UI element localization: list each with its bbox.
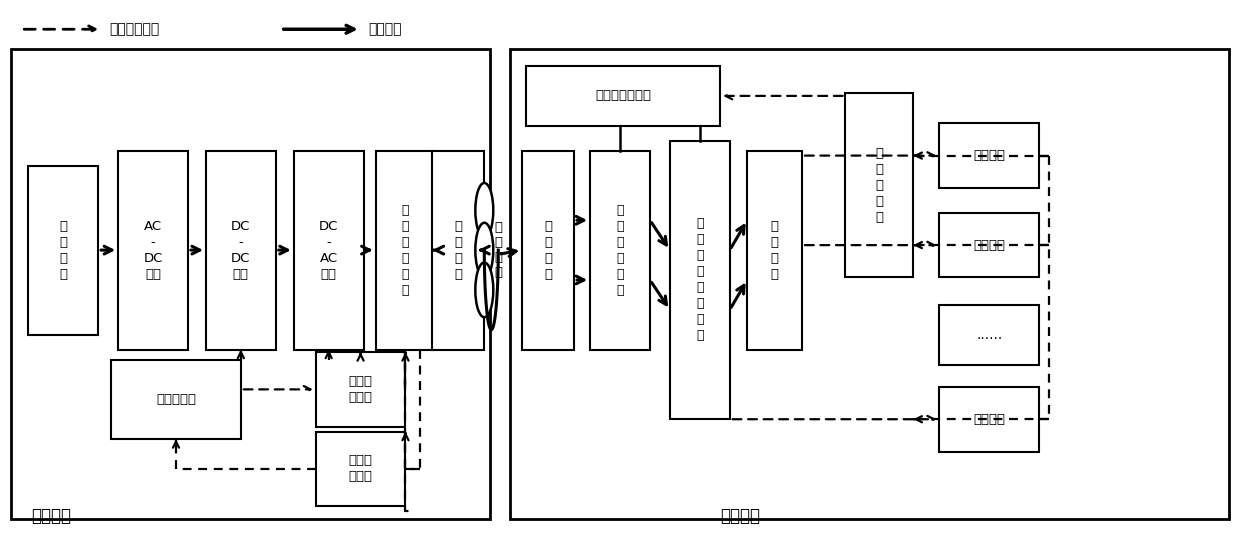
Bar	[939, 123, 1039, 188]
Bar	[939, 387, 1039, 452]
Text: 副
级
能
量
变
换
模
块: 副 级 能 量 变 换 模 块	[696, 217, 703, 342]
Text: ......: ......	[976, 328, 1002, 342]
Text: 检测模块: 检测模块	[973, 413, 1006, 426]
Text: 电
源
模
块: 电 源 模 块	[60, 219, 67, 281]
Bar	[294, 150, 363, 350]
Text: AC
-
DC
模块: AC - DC 模块	[144, 219, 162, 281]
Text: 检测模块: 检测模块	[973, 239, 1006, 252]
Ellipse shape	[475, 262, 494, 317]
Text: 主动失谐电容阵: 主动失谐电容阵	[595, 89, 651, 102]
Bar	[433, 150, 485, 350]
Ellipse shape	[475, 223, 494, 278]
Bar	[846, 93, 914, 278]
Text: 用
电
设
备: 用 电 设 备	[770, 219, 779, 281]
Bar	[118, 150, 188, 350]
Text: 副
边
补
偿
网
络: 副 边 补 偿 网 络	[616, 204, 624, 296]
Text: 能量走向: 能量走向	[368, 22, 402, 36]
Bar	[939, 213, 1039, 278]
Text: 发
射
线
圈: 发 射 线 圈	[454, 219, 463, 281]
Text: 电压采
样电路: 电压采 样电路	[348, 375, 372, 404]
Text: 空
气
间
隙: 空 气 间 隙	[495, 221, 502, 279]
Bar	[11, 49, 490, 519]
Text: 电流采
样电路: 电流采 样电路	[348, 454, 372, 483]
Text: 检测模块: 检测模块	[973, 149, 1006, 162]
Bar	[510, 49, 1229, 519]
Bar	[748, 150, 802, 350]
Bar	[939, 305, 1039, 364]
Bar	[112, 360, 241, 439]
Text: 原边控制器: 原边控制器	[156, 393, 196, 406]
Bar	[590, 150, 650, 350]
Ellipse shape	[475, 183, 494, 238]
Text: 接
收
线
圈: 接 收 线 圈	[544, 219, 552, 281]
Text: 原边电路: 原边电路	[31, 507, 72, 525]
Bar	[526, 66, 720, 126]
Bar	[670, 141, 730, 419]
Text: DC
-
AC
模块: DC - AC 模块	[319, 219, 339, 281]
Text: DC
-
DC
模块: DC - DC 模块	[231, 219, 250, 281]
Bar	[29, 165, 98, 335]
Text: 副边电路: 副边电路	[719, 507, 760, 525]
Bar	[206, 150, 275, 350]
Text: 原
边
补
偿
网
络: 原 边 补 偿 网 络	[402, 204, 409, 296]
Bar	[376, 150, 435, 350]
Text: 控制信号走向: 控制信号走向	[109, 22, 160, 36]
Bar	[316, 352, 405, 427]
Text: 副
边
控
制
器: 副 边 控 制 器	[875, 147, 883, 224]
Bar	[522, 150, 574, 350]
Bar	[316, 432, 405, 506]
